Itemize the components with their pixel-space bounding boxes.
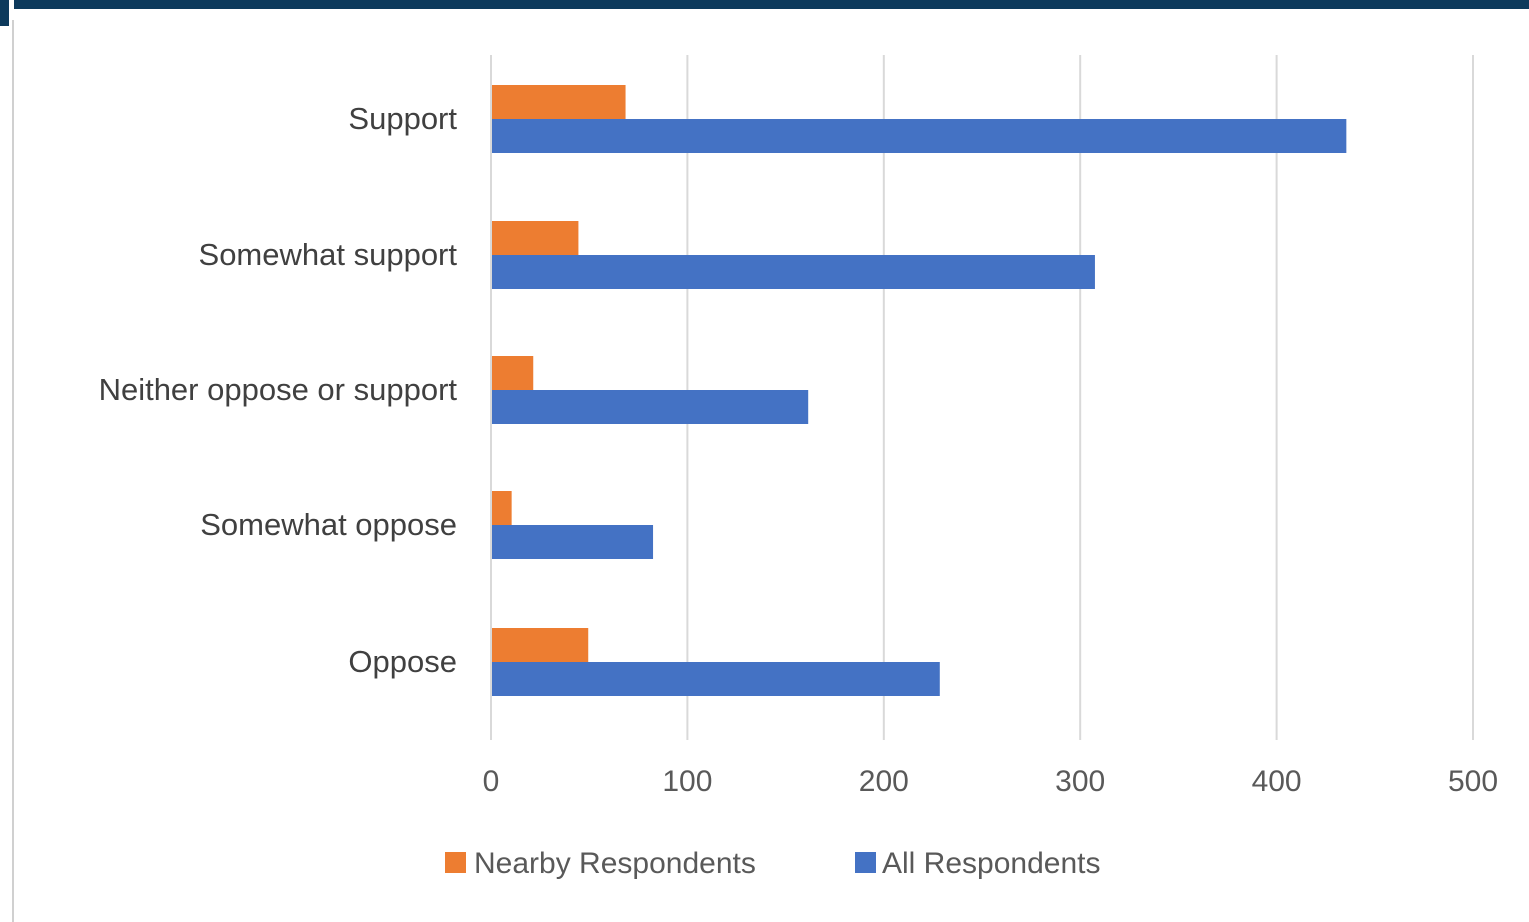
x-tick-label: 200 (859, 765, 909, 798)
legend-swatch (855, 852, 876, 873)
left-border (0, 0, 14, 922)
category-label: Support (348, 101, 457, 136)
bar-all-0 (492, 119, 1347, 153)
x-tick-label: 400 (1252, 765, 1302, 798)
x-axis-ticks: 0 100 200 300 400 500 (483, 765, 1498, 798)
category-label: Oppose (348, 644, 457, 679)
legend-swatch (445, 852, 466, 873)
corner-accent (0, 0, 9, 26)
category-label: Neither oppose or support (99, 372, 458, 407)
bar-nearby-1 (492, 221, 579, 255)
bar-nearby-4 (492, 628, 589, 662)
category-labels: Support Somewhat support Neither oppose or… (99, 101, 458, 679)
left-border-line (12, 20, 14, 922)
top-accent-bar (0, 0, 1529, 9)
category-label: Somewhat support (199, 237, 458, 272)
category-label: Somewhat oppose (200, 507, 457, 542)
bars (492, 85, 1347, 696)
bar-all-4 (492, 662, 940, 696)
x-tick-label: 500 (1448, 765, 1498, 798)
bar-all-1 (492, 255, 1095, 289)
bar-all-3 (492, 525, 654, 559)
x-tick-label: 300 (1055, 765, 1105, 798)
bar-nearby-0 (492, 85, 626, 119)
bar-nearby-2 (492, 356, 534, 390)
legend-label: Nearby Respondents (474, 847, 756, 880)
x-tick-label: 0 (483, 765, 500, 798)
legend: Nearby Respondents All Respondents (445, 847, 1100, 880)
legend-label: All Respondents (882, 847, 1100, 880)
bar-all-2 (492, 390, 809, 424)
x-tick-label: 100 (662, 765, 712, 798)
bar-nearby-3 (492, 491, 512, 525)
